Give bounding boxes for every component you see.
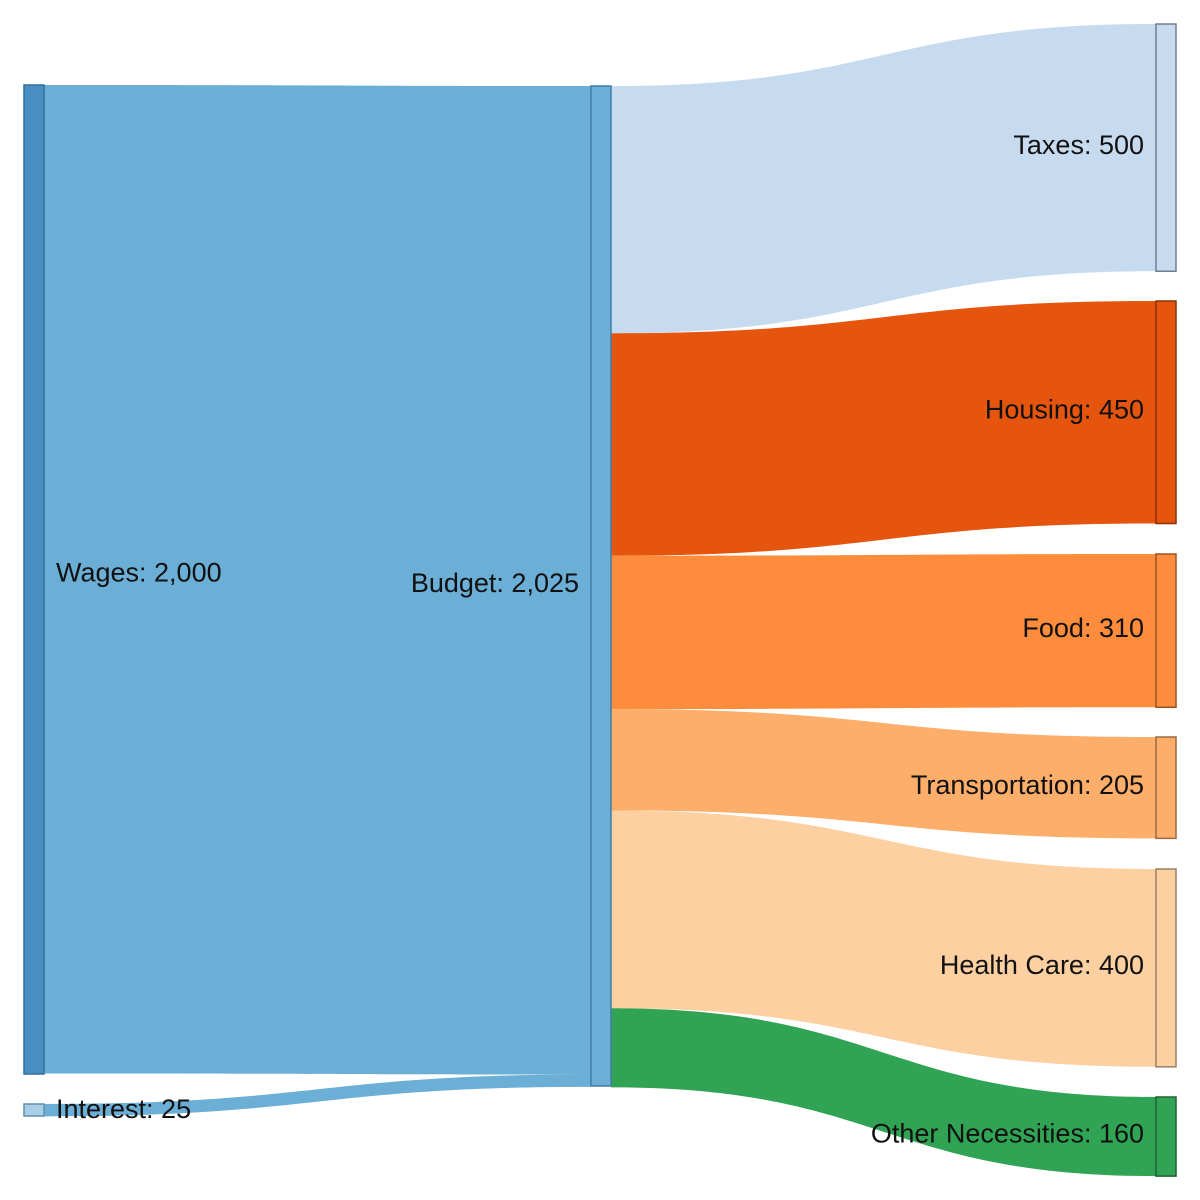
node-transportation <box>1155 736 1177 840</box>
nodes-layer <box>23 23 1177 1177</box>
node-label-interest: Interest: 25 <box>56 1094 191 1124</box>
link-budget-to-food <box>611 554 1156 710</box>
node-label-housing: Housing: 450 <box>985 394 1144 424</box>
node-other <box>1155 1096 1177 1177</box>
node-wages <box>23 84 45 1075</box>
link-interest-to-budget <box>44 1074 591 1117</box>
node-label-wages: Wages: 2,000 <box>56 558 222 588</box>
node-taxes <box>1155 23 1177 272</box>
node-label-transportation: Transportation: 205 <box>911 770 1144 800</box>
link-budget-to-housing <box>611 301 1156 556</box>
link-budget-to-taxes <box>611 24 1156 334</box>
node-label-budget: Budget: 2,025 <box>411 568 579 598</box>
node-interest <box>23 1103 45 1117</box>
link-budget-to-other <box>611 1008 1156 1177</box>
node-label-food: Food: 310 <box>1022 613 1144 643</box>
node-healthcare <box>1155 868 1177 1068</box>
node-label-taxes: Taxes: 500 <box>1013 130 1144 160</box>
link-budget-to-healthcare <box>611 810 1156 1067</box>
node-food <box>1155 553 1177 709</box>
link-wages-to-budget <box>44 85 591 1075</box>
node-label-healthcare: Health Care: 400 <box>940 950 1144 980</box>
links-layer <box>44 24 1156 1177</box>
node-label-other: Other Necessities: 160 <box>871 1119 1144 1149</box>
labels-layer: Wages: 2,000 Interest: 25 Budget: 2,025 Tax… <box>56 130 1144 1149</box>
node-budget <box>590 85 612 1087</box>
node-housing <box>1155 300 1177 525</box>
link-budget-to-transportation <box>611 709 1156 839</box>
